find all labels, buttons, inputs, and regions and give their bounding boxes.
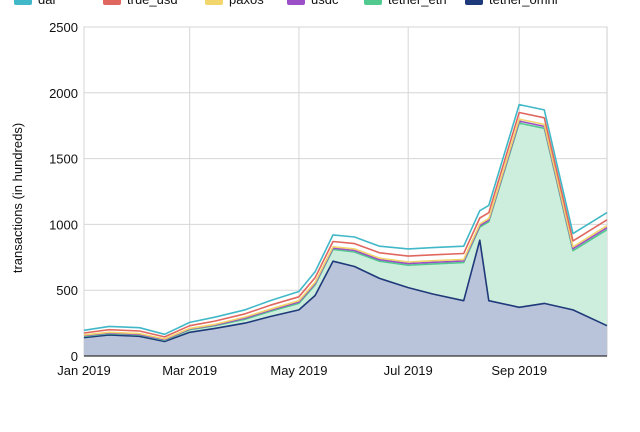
legend-label: paxos — [229, 0, 264, 7]
legend-swatch — [465, 0, 483, 5]
legend-swatch — [103, 0, 121, 5]
area-tether-omni — [84, 240, 607, 356]
x-tick-label: Jul 2019 — [384, 363, 433, 378]
legend-label: true_usd — [127, 0, 178, 7]
series-line-true-usd — [83, 111, 608, 338]
legend-label: tether_eth — [388, 0, 447, 7]
legend-item-true-usd: true_usd — [103, 0, 178, 7]
y-tick-label: 500 — [56, 283, 78, 298]
legend-item-tether-omni: tether_omni — [465, 0, 558, 7]
legend-label: dai — [38, 0, 55, 7]
y-axis-label: transactions (in hundreds) — [10, 123, 25, 273]
y-tick-label: 0 — [71, 349, 78, 364]
y-tick-label: 2000 — [49, 86, 78, 101]
series-line-tether-omni — [83, 239, 608, 343]
legend-swatch — [205, 0, 223, 5]
legend-swatch — [287, 0, 305, 5]
legend: dai true_usd paxos usdc tether_eth tether_omn… — [14, 0, 558, 7]
axes: 0 500 1000 1500 2000 2500 Jan 2019 Mar 2019 May … — [49, 20, 607, 378]
legend-item-tether-eth: tether_eth — [364, 0, 447, 7]
legend-item-usdc: usdc — [287, 0, 339, 7]
series-line-dai — [83, 103, 608, 336]
x-tick-label: Jan 2019 — [57, 363, 111, 378]
plot-area — [83, 103, 608, 356]
series-line-paxos — [83, 118, 608, 340]
area-tether-eth — [84, 123, 607, 342]
y-tick-label: 2500 — [49, 20, 78, 35]
y-tick-label: 1500 — [49, 152, 78, 167]
x-tick-label: May 2019 — [270, 363, 327, 378]
legend-item-dai: dai — [14, 0, 55, 7]
x-tick-label: Mar 2019 — [162, 363, 217, 378]
legend-item-paxos: paxos — [205, 0, 264, 7]
legend-label: tether_omni — [489, 0, 558, 7]
legend-swatch — [364, 0, 382, 5]
y-tick-label: 1000 — [49, 217, 78, 232]
x-tick-label: Sep 2019 — [491, 363, 547, 378]
legend-label: usdc — [311, 0, 339, 7]
legend-swatch — [14, 0, 32, 5]
